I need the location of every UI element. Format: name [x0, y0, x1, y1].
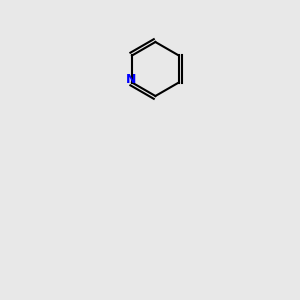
Text: N: N: [125, 73, 136, 86]
